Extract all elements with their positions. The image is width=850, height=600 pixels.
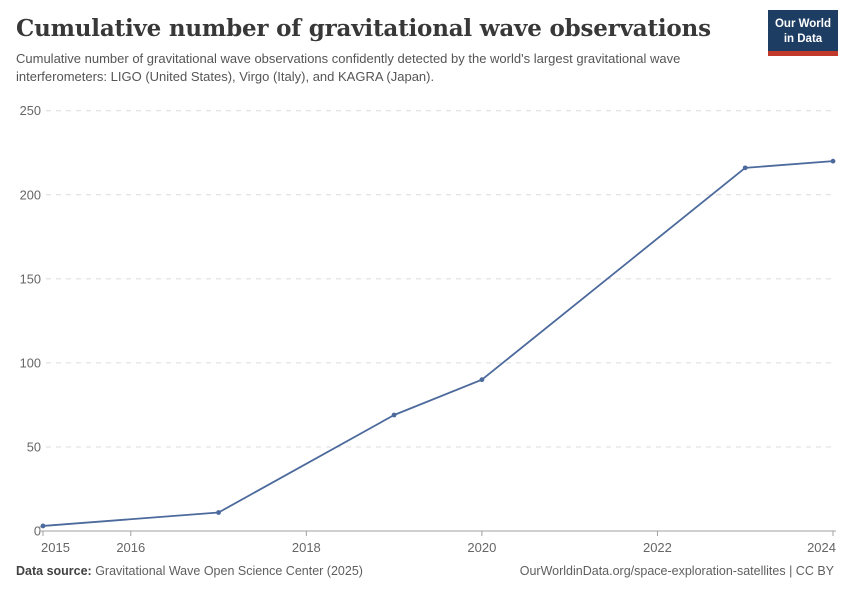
- chart-footer: Data source: Gravitational Wave Open Sci…: [16, 564, 834, 578]
- x-tick-label: 2016: [116, 540, 145, 555]
- chart-header: Cumulative number of gravitational wave …: [0, 0, 850, 87]
- data-point-marker: [830, 158, 836, 164]
- chart-title: Cumulative number of gravitational wave …: [16, 15, 711, 42]
- x-tick-label: 2018: [292, 540, 321, 555]
- y-tick-label: 0: [34, 524, 41, 539]
- data-point-marker: [391, 412, 397, 418]
- y-tick-label: 150: [20, 271, 41, 286]
- x-tick-label: 2022: [643, 540, 672, 555]
- data-source-text: Gravitational Wave Open Science Center (…: [91, 564, 363, 578]
- y-tick-label: 250: [20, 103, 41, 118]
- x-tick-label: 2020: [467, 540, 496, 555]
- owid-logo-line2: in Data: [783, 32, 823, 45]
- data-point-marker: [216, 510, 221, 515]
- attribution-link[interactable]: OurWorldinData.org/space-exploration-sat…: [519, 564, 834, 578]
- x-tick-label: 2024: [807, 540, 836, 555]
- data-line: [42, 160, 834, 527]
- data-source-label: Data source:: [16, 564, 92, 578]
- owid-logo-line1: Our World: [774, 18, 831, 30]
- chart-subtitle: Cumulative number of gravitational wave …: [16, 50, 681, 85]
- x-tick-label: 2015: [41, 540, 70, 555]
- data-source: Data source: Gravitational Wave Open Sci…: [16, 564, 363, 578]
- data-point-marker: [479, 377, 485, 383]
- data-point-marker: [40, 523, 46, 529]
- owid-logo[interactable]: Our World in Data: [768, 10, 838, 57]
- line-chart: 0 50 100 150 200 250 2015 2016 2018 2020 2022 2024: [20, 103, 836, 555]
- y-tick-label: 200: [20, 187, 41, 202]
- y-tick-label: 50: [27, 439, 41, 454]
- y-tick-label: 100: [20, 355, 41, 370]
- data-point-marker: [742, 165, 748, 171]
